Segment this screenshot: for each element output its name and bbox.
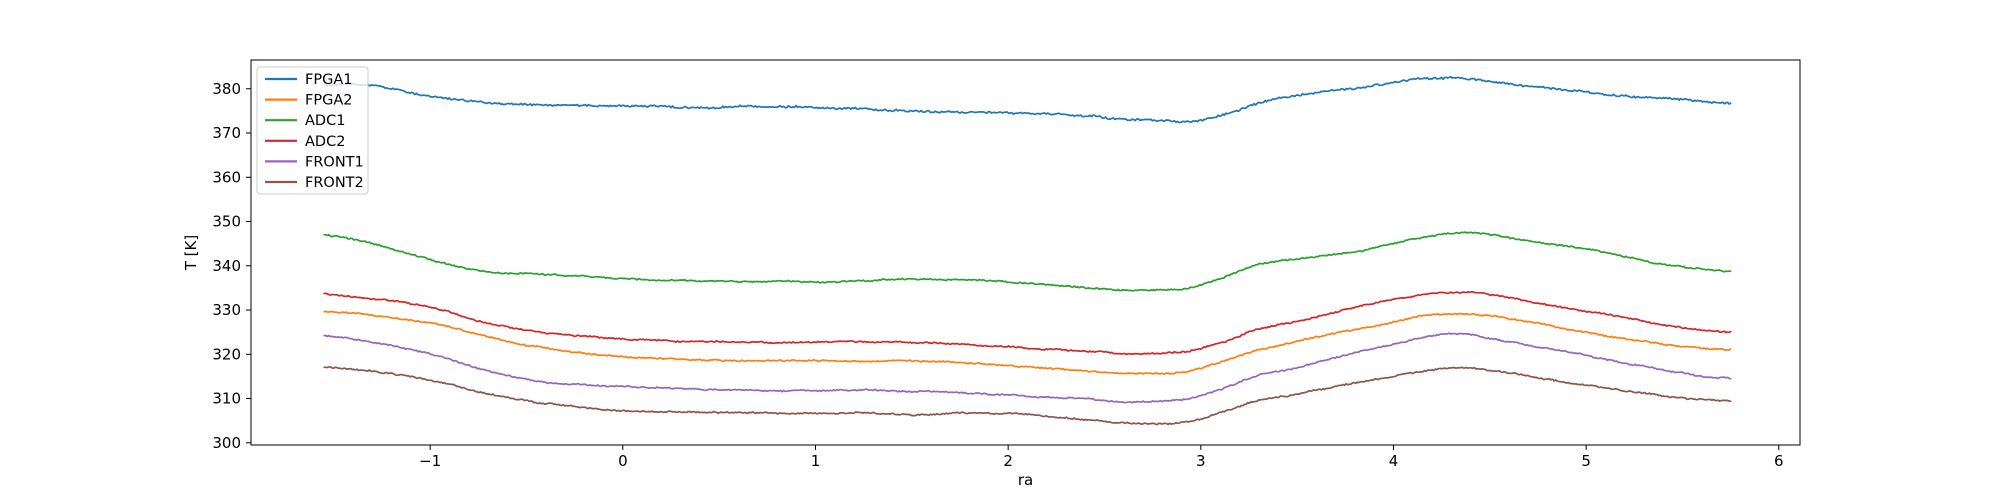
x-axis-tick-label: 3 [1196, 452, 1206, 470]
y-axis-tick-label: 300 [212, 434, 241, 452]
legend-item-fpga1: FPGA1 [265, 72, 352, 88]
y-axis-tick-label: 330 [212, 301, 241, 319]
legend-label: FPGA1 [305, 72, 352, 88]
legend-label: FRONT1 [305, 154, 364, 170]
series-line-fpga1 [323, 75, 1732, 124]
y-axis-tick-label: 340 [212, 257, 241, 275]
x-axis-tick-label: 1 [811, 452, 821, 470]
legend-item-fpga2: FPGA2 [265, 93, 352, 109]
x-axis-tick-label: 5 [1581, 452, 1591, 470]
y-axis-tick-label: 320 [212, 345, 241, 363]
x-axis-tick-label: 0 [618, 452, 628, 470]
series-line-adc2 [323, 290, 1732, 356]
legend-item-front2: FRONT2 [265, 175, 364, 191]
y-axis-label: T [K] [182, 235, 200, 271]
legend: FPGA1 FPGA2 ADC1 ADC2 FRONT1 FRONT2 [256, 66, 369, 195]
x-axis-tick-label: 2 [1003, 452, 1013, 470]
y-axis-tick-label: 370 [212, 124, 241, 142]
y-axis-tick-label: 380 [212, 80, 241, 98]
legend-label: ADC1 [305, 113, 345, 129]
legend-label: ADC2 [305, 134, 345, 150]
y-axis-tick-label: 360 [212, 168, 241, 186]
y-axis-tick-label: 310 [212, 390, 241, 408]
legend-label: FPGA2 [305, 93, 352, 109]
legend-item-adc1: ADC1 [265, 113, 345, 129]
series-line-front1 [323, 332, 1732, 404]
x-axis-tick-label: 6 [1774, 452, 1784, 470]
series-line-fpga2 [323, 310, 1732, 375]
series-line-adc1 [323, 231, 1732, 292]
legend-label: FRONT2 [305, 175, 364, 191]
legend-item-adc2: ADC2 [265, 134, 345, 150]
series-line-front2 [323, 365, 1732, 426]
plot-frame [250, 59, 1801, 446]
x-axis-tick-label: 4 [1389, 452, 1399, 470]
legend-item-front1: FRONT1 [265, 154, 364, 170]
y-axis-tick-label: 350 [212, 213, 241, 231]
x-axis-tick-label: −1 [419, 452, 441, 470]
x-axis-label: ra [1018, 471, 1033, 489]
